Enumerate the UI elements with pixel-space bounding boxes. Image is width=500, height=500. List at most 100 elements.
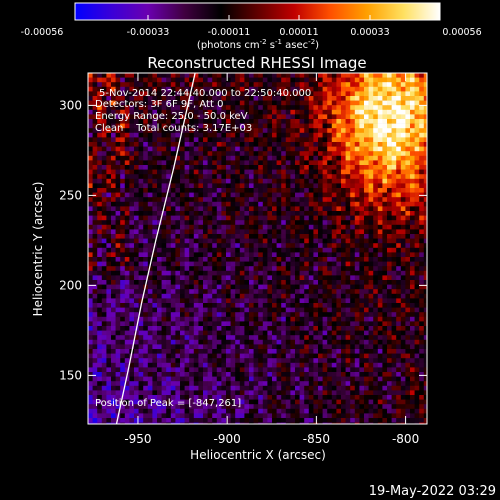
- heatmap-cell: [354, 105, 360, 111]
- heatmap-cell: [391, 335, 397, 341]
- heatmap-cell: [382, 132, 388, 138]
- heatmap-cell: [249, 326, 254, 331]
- heatmap-cell: [377, 266, 383, 272]
- heatmap-cell: [120, 307, 126, 313]
- heatmap-cell: [396, 211, 402, 216]
- heatmap-cell: [193, 270, 199, 276]
- heatmap-cell: [318, 146, 323, 152]
- heatmap-cell: [198, 169, 204, 175]
- heatmap-cell: [124, 91, 130, 97]
- heatmap-cell: [152, 77, 158, 83]
- heatmap-cell: [170, 188, 176, 193]
- heatmap-cell: [147, 349, 153, 354]
- heatmap-cell: [400, 105, 406, 111]
- heatmap-cell: [97, 312, 103, 318]
- heatmap-cell: [106, 270, 112, 276]
- heatmap-cell: [106, 321, 112, 327]
- heatmap-cell: [290, 326, 296, 331]
- heatmap-cell: [285, 293, 291, 299]
- colorbar-tick-label-1: -0.00033: [127, 27, 170, 38]
- heatmap-cell: [147, 151, 153, 157]
- heatmap-cell: [175, 293, 181, 299]
- heatmap-cell: [373, 73, 379, 78]
- heatmap-cell: [318, 86, 323, 92]
- heatmap-cell: [299, 206, 305, 212]
- heatmap-cell: [184, 155, 190, 161]
- heatmap-cell: [198, 381, 204, 387]
- heatmap-cell: [129, 123, 135, 129]
- heatmap-cell: [170, 132, 176, 138]
- heatmap-cell: [157, 298, 162, 304]
- heatmap-cell: [97, 224, 103, 230]
- heatmap-cell: [299, 339, 305, 345]
- heatmap-cell: [120, 165, 126, 170]
- heatmap-cell: [166, 307, 172, 313]
- heatmap-cell: [414, 280, 420, 285]
- heatmap-cell: [285, 96, 291, 101]
- heatmap-cell: [193, 293, 199, 299]
- colorbar-tick-label-4: 0.00033: [350, 27, 389, 38]
- heatmap-cell: [313, 362, 319, 368]
- heatmap-cell: [88, 137, 93, 143]
- heatmap-cell: [115, 307, 121, 313]
- heatmap-cell: [419, 335, 425, 341]
- heatmap-cell: [184, 128, 190, 134]
- heatmap-cell: [216, 261, 222, 267]
- heatmap-cell: [175, 188, 181, 193]
- heatmap-cell: [111, 96, 116, 101]
- heatmap-cell: [97, 137, 103, 143]
- heatmap-cell: [152, 330, 158, 336]
- heatmap-cell: [276, 335, 282, 341]
- heatmap-cell: [373, 349, 379, 354]
- heatmap-cell: [308, 211, 314, 216]
- heatmap-cell: [281, 344, 287, 350]
- heatmap-cell: [276, 197, 282, 203]
- heatmap-cell: [193, 229, 199, 235]
- heatmap-cell: [101, 381, 107, 387]
- heatmap-cell: [221, 284, 227, 290]
- heatmap-cell: [111, 128, 116, 134]
- heatmap-cell: [134, 270, 139, 276]
- heatmap-cell: [345, 358, 351, 364]
- heatmap-cell: [322, 109, 328, 115]
- heatmap-cell: [295, 339, 300, 345]
- heatmap-cell: [180, 155, 185, 161]
- heatmap-cell: [106, 293, 112, 299]
- heatmap-cell: [161, 316, 167, 322]
- heatmap-cell: [410, 261, 415, 267]
- heatmap-cell: [203, 114, 208, 120]
- heatmap-cell: [207, 119, 213, 124]
- heatmap-cell: [244, 339, 250, 345]
- heatmap-cell: [267, 257, 273, 262]
- heatmap-cell: [207, 316, 213, 322]
- heatmap-cell: [295, 261, 300, 267]
- heatmap-cell: [304, 178, 310, 184]
- heatmap-cell: [226, 211, 231, 216]
- heatmap-cell: [290, 362, 296, 368]
- heatmap-cell: [175, 353, 181, 359]
- heatmap-cell: [382, 243, 388, 249]
- heatmap-cell: [285, 132, 291, 138]
- heatmap-cell: [354, 367, 360, 373]
- heatmap-cell: [138, 215, 144, 221]
- heatmap-cell: [193, 261, 199, 267]
- heatmap-cell: [368, 91, 374, 97]
- heatmap-cell: [157, 275, 162, 281]
- heatmap-cell: [350, 96, 356, 101]
- heatmap-cell: [391, 201, 397, 207]
- heatmap-cell: [405, 91, 411, 97]
- heatmap-cell: [290, 151, 296, 157]
- heatmap-cell: [285, 174, 291, 180]
- heatmap-cell: [373, 192, 379, 198]
- heatmap-cell: [216, 316, 222, 322]
- heatmap-cell: [198, 303, 204, 308]
- heatmap-cell: [244, 100, 250, 106]
- heatmap-cell: [235, 289, 241, 295]
- heatmap-cell: [410, 257, 415, 262]
- heatmap-cell: [350, 261, 356, 267]
- heatmap-cell: [161, 137, 167, 143]
- heatmap-cell: [239, 183, 245, 189]
- heatmap-cell: [184, 137, 190, 143]
- heatmap-cell: [216, 243, 222, 249]
- heatmap-cell: [350, 86, 356, 92]
